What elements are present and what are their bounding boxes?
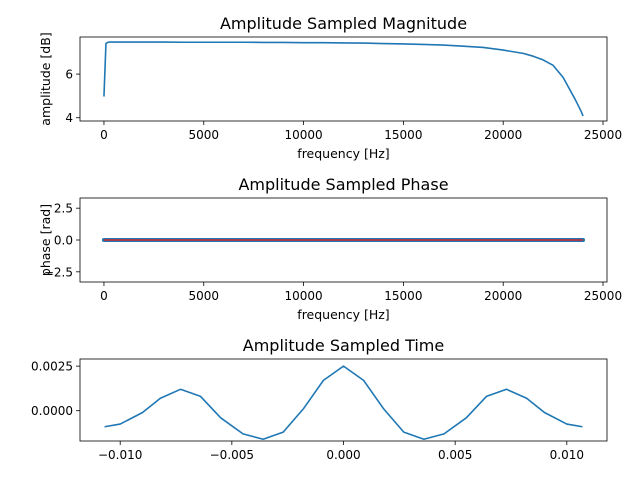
x-tick-label: 15000: [384, 128, 422, 142]
chart-1: 0 5000 10000 15000 20000 25000 4 6 Amplitude Sam…: [38, 14, 622, 161]
x-tick-label: 0.000: [326, 448, 360, 462]
x-tick-label: 20000: [484, 128, 522, 142]
x-axis-label: frequency [Hz]: [297, 307, 389, 322]
x-tick-label: 10000: [284, 128, 322, 142]
y-tick-label: −2.5: [44, 265, 73, 279]
y-tick-label: 4: [65, 111, 73, 125]
y-tick-label: 0.0: [54, 234, 73, 248]
plot-frame: [79, 36, 608, 122]
y-axis-label: amplitude [dB]: [38, 32, 53, 125]
chart-title: Amplitude Sampled Magnitude: [220, 14, 467, 33]
y-tick-label: 2.5: [54, 202, 73, 216]
x-tick-label: 20000: [484, 289, 522, 303]
y-tick-label: 6: [65, 68, 73, 82]
chart-title: Amplitude Sampled Phase: [238, 175, 448, 194]
chart-title: Amplitude Sampled Time: [243, 336, 444, 355]
x-tick-label: 5000: [188, 128, 219, 142]
y-axis-label: phase [rad]: [38, 204, 53, 276]
x-tick-label: −0.005: [210, 448, 254, 462]
chart-2: 0 5000 10000 15000 20000 25000 −2.5 0.0 2.5 Ampli…: [38, 175, 622, 322]
y-tick-label: 0.0000: [31, 404, 73, 418]
x-tick-label: 10000: [284, 289, 322, 303]
x-tick-label: 0: [100, 289, 108, 303]
y-tick-label: 0.0025: [31, 360, 73, 374]
series-line-1: [104, 365, 583, 441]
x-tick-label: 15000: [384, 289, 422, 303]
x-tick-label: 0: [100, 128, 108, 142]
x-tick-label: −0.010: [98, 448, 142, 462]
series-line-1: [103, 41, 584, 117]
x-tick-label: 25000: [584, 289, 622, 303]
x-tick-label: 0.005: [438, 448, 472, 462]
chart-3: −0.010 −0.005 0.000 0.005 0.010 0.0000 0.0025 A…: [31, 336, 608, 462]
x-tick-label: 0.010: [550, 448, 584, 462]
x-axis-label: frequency [Hz]: [297, 146, 389, 161]
x-tick-label: 25000: [584, 128, 622, 142]
x-tick-label: 5000: [188, 289, 219, 303]
